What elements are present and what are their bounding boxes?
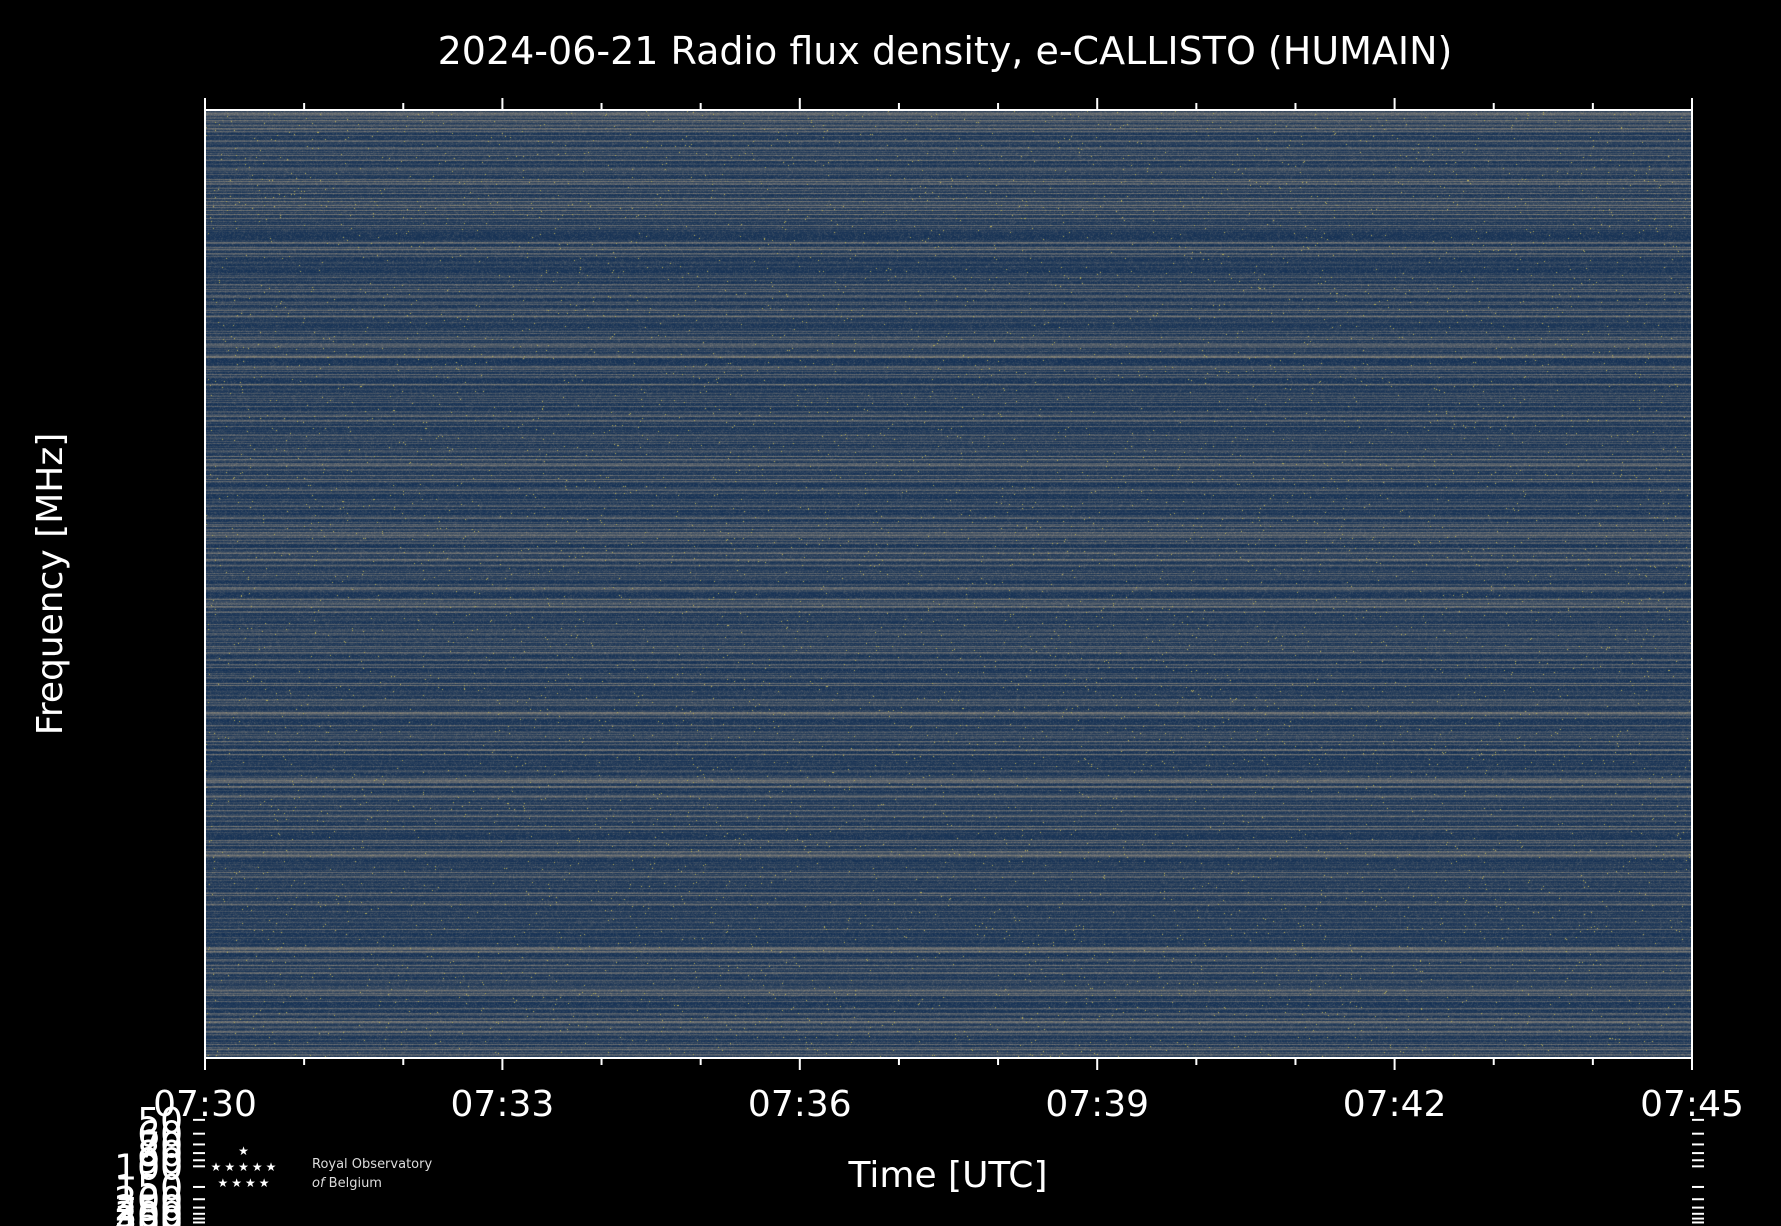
x-tick-label: 07:42 <box>1343 1084 1447 1125</box>
x-axis-label: Time [UTC] <box>847 1155 1047 1196</box>
x-tick-label: 07:33 <box>451 1084 555 1125</box>
logo-name-line2: of Belgium <box>312 1176 382 1191</box>
logo-stars-icon: ★ ★★★★★ ★★★★ <box>210 1144 280 1190</box>
y-axis-label: Frequency [MHz] <box>30 433 71 736</box>
logo-name-line1: Royal Observatory <box>312 1157 433 1172</box>
y-tick-label: 60 <box>137 1115 183 1156</box>
y-tick-label: 80 <box>137 1134 183 1175</box>
y-tick-label: 400 <box>114 1203 183 1226</box>
heatmap-image <box>205 110 1692 1058</box>
y-tick-label: 150 <box>114 1168 183 1209</box>
spectrogram-heatmap <box>205 110 1692 1058</box>
royal-observatory-logo: ★ ★★★★★ ★★★★ Royal Observatory of Belgiu… <box>200 1143 500 1203</box>
chart-title: 2024-06-21 Radio flux density, e-CALLIST… <box>438 29 1453 73</box>
y-tick-label: 300 <box>114 1195 183 1226</box>
logo-text: Royal Observatory of Belgium <box>312 1155 432 1193</box>
x-tick-label: 07:45 <box>1640 1084 1744 1125</box>
y-tick-label: 90 <box>137 1141 183 1182</box>
y-tick-label: 200 <box>114 1180 183 1221</box>
plot-frame <box>204 109 1693 1059</box>
x-tick-label: 07:36 <box>748 1084 852 1125</box>
y-tick-label: 100 <box>114 1147 183 1188</box>
x-tick-label: 07:39 <box>1045 1084 1149 1125</box>
x-tick-label: 07:30 <box>153 1084 257 1125</box>
y-tick-label: 250 <box>114 1189 183 1226</box>
y-tick-label: 350 <box>114 1200 183 1226</box>
y-tick-label: 70 <box>137 1125 183 1166</box>
y-tick-label: 50 <box>137 1101 183 1142</box>
x-axis: 07:30 07:33 07:36 07:39 07:42 07:45 <box>153 98 1744 1125</box>
